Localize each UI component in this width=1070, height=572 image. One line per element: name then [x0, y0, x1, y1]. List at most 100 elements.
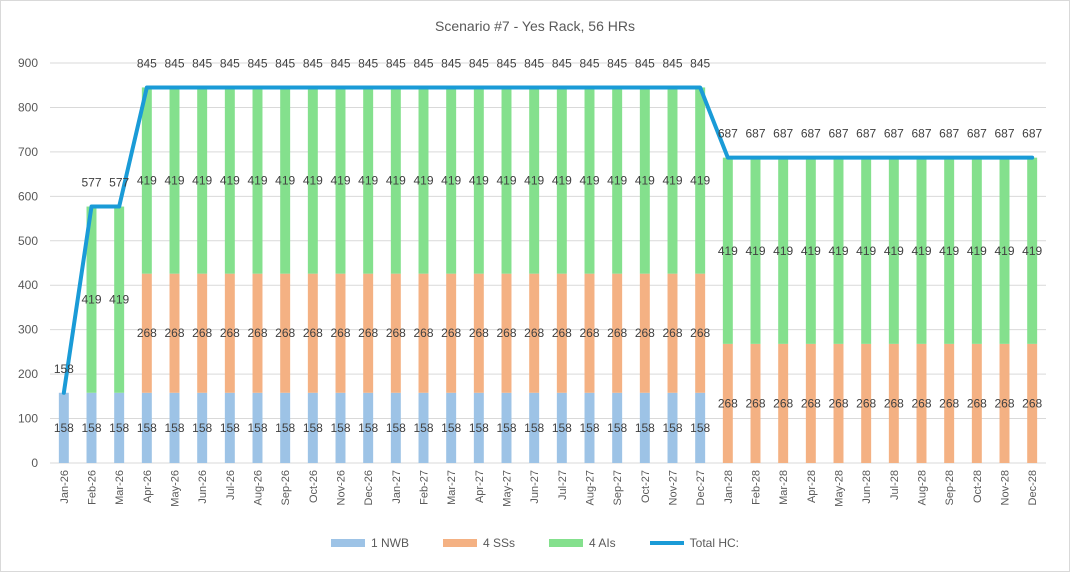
data-label: 268: [994, 396, 1014, 410]
bar-segment-ai: [999, 157, 1010, 344]
bar-segment-ss: [363, 273, 374, 393]
bar-segment-ai: [280, 87, 291, 274]
bar-segment-nwb: [335, 392, 346, 463]
data-label: 158: [164, 421, 184, 435]
legend-swatch-total: [649, 541, 684, 545]
bar-segment-nwb: [446, 392, 457, 463]
x-tick-label: Mar-27: [446, 470, 458, 505]
bar-segment-nwb: [86, 392, 97, 463]
data-label: 419: [247, 174, 267, 188]
x-tick-label: Dec-28: [1027, 470, 1039, 505]
data-label: 419: [164, 174, 184, 188]
x-tick-label: Jan-27: [391, 470, 403, 504]
data-label: 158: [386, 421, 406, 435]
y-tick-label: 400: [18, 278, 38, 292]
data-label: 419: [718, 244, 738, 258]
total-label: 845: [386, 56, 406, 70]
data-label: 268: [579, 326, 599, 340]
x-tick-label: Oct-27: [640, 470, 652, 503]
total-label: 845: [164, 56, 184, 70]
data-label: 419: [967, 244, 987, 258]
data-label: 419: [137, 174, 157, 188]
x-tick-label: Mar-26: [114, 470, 126, 505]
data-label: 158: [137, 421, 157, 435]
legend-label-nwb: 1 NWB: [370, 536, 409, 550]
x-tick-label: Feb-27: [419, 470, 431, 505]
bar-segment-ai: [446, 87, 457, 274]
bar-segment-ss: [778, 343, 789, 463]
data-label: 419: [1022, 244, 1042, 258]
data-label: 419: [801, 244, 821, 258]
total-label: 577: [81, 176, 101, 190]
x-tick-label: Jul-27: [557, 470, 569, 500]
bar-segment-nwb: [252, 392, 263, 463]
data-label: 419: [81, 293, 101, 307]
data-label: 158: [496, 421, 516, 435]
bar-segment-ss: [999, 343, 1010, 463]
bar-segment-ss: [529, 273, 540, 393]
data-label: 268: [164, 326, 184, 340]
bar-segment-ss: [888, 343, 899, 463]
x-tick-label: Sep-28: [944, 470, 956, 505]
data-label: 158: [413, 421, 433, 435]
legend-swatch-ai: [548, 539, 583, 547]
data-label: 268: [662, 326, 682, 340]
total-label: 845: [635, 56, 655, 70]
bar-segment-nwb: [363, 392, 374, 463]
data-label: 158: [358, 421, 378, 435]
bar-segment-nwb: [141, 392, 152, 463]
x-tick-label: Nov-27: [668, 470, 680, 505]
total-label: 687: [967, 127, 987, 141]
total-label: 845: [192, 56, 212, 70]
bar-segment-ai: [971, 157, 982, 344]
bar-segment-nwb: [584, 392, 595, 463]
bar-segment-nwb: [280, 392, 291, 463]
data-label: 419: [607, 174, 627, 188]
legend-item-ai: 4 AIs: [548, 536, 616, 550]
total-label: 845: [496, 56, 516, 70]
total-label: 687: [884, 127, 904, 141]
total-label: 577: [109, 176, 129, 190]
total-label: 845: [247, 56, 267, 70]
data-label: 268: [690, 326, 710, 340]
bar-segment-ss: [280, 273, 291, 393]
data-label: 268: [635, 326, 655, 340]
data-label: 268: [220, 326, 240, 340]
bar-segment-nwb: [639, 392, 650, 463]
bar-segment-ai: [778, 157, 789, 344]
bar-segment-ss: [944, 343, 955, 463]
y-tick-label: 100: [18, 412, 38, 426]
bar-segment-ai: [141, 87, 152, 274]
total-label: 687: [1022, 127, 1042, 141]
bar-segment-ai: [667, 87, 678, 274]
bar-segment-ss: [418, 273, 429, 393]
x-tick-label: Jan-26: [59, 470, 71, 504]
bar-segment-nwb: [667, 392, 678, 463]
bar-segment-ss: [556, 273, 567, 393]
x-tick-label: Feb-28: [751, 470, 763, 505]
bar-segment-ss: [750, 343, 761, 463]
bar-segment-ai: [473, 87, 484, 274]
data-label: 419: [635, 174, 655, 188]
data-label: 268: [607, 326, 627, 340]
x-tick-label: Jun-27: [529, 470, 541, 504]
data-label: 419: [303, 174, 323, 188]
bar-segment-nwb: [58, 392, 69, 463]
data-label: 268: [137, 326, 157, 340]
x-tick-label: Oct-28: [972, 470, 984, 503]
bar-segment-ai: [861, 157, 872, 344]
x-tick-label: Aug-28: [917, 470, 929, 505]
bar-segment-ai: [86, 206, 97, 393]
data-label: 158: [635, 421, 655, 435]
y-tick-label: 200: [18, 367, 38, 381]
data-label: 419: [330, 174, 350, 188]
total-label: 845: [330, 56, 350, 70]
data-label: 419: [220, 174, 240, 188]
bar-segment-ss: [971, 343, 982, 463]
bar-segment-ai: [916, 157, 927, 344]
data-label: 419: [386, 174, 406, 188]
data-label: 268: [524, 326, 544, 340]
bar-segment-ai: [584, 87, 595, 274]
x-tick-label: Sep-26: [280, 470, 292, 505]
bar-segment-ss: [446, 273, 457, 393]
